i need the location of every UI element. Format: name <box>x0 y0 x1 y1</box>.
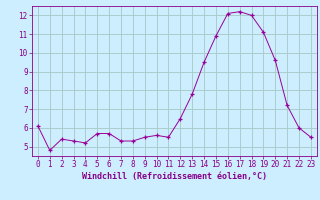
X-axis label: Windchill (Refroidissement éolien,°C): Windchill (Refroidissement éolien,°C) <box>82 172 267 181</box>
